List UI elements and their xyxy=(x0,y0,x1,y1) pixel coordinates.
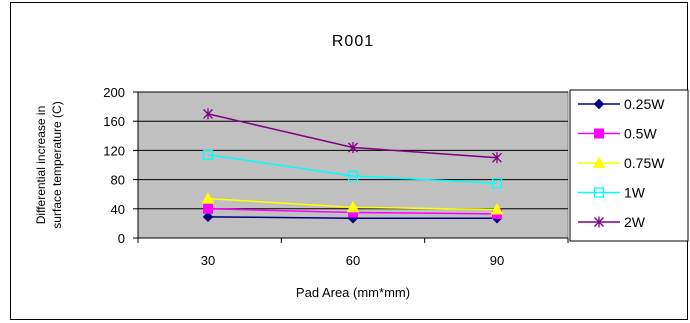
data-point xyxy=(347,170,359,182)
legend-marker xyxy=(592,156,606,168)
legend-item-0.75W: 0.75W xyxy=(578,155,665,171)
x-tick-label: 90 xyxy=(490,253,504,268)
y-tick-label: 200 xyxy=(103,85,125,100)
data-point xyxy=(348,141,358,153)
y-tick-label: 40 xyxy=(111,202,125,217)
data-point xyxy=(202,149,214,160)
data-point xyxy=(202,211,214,223)
legend-label: 0.5W xyxy=(624,126,657,142)
series-1W xyxy=(202,149,503,189)
data-point xyxy=(203,203,213,214)
legend-label: 0.25W xyxy=(624,96,665,112)
legend-item-1W: 1W xyxy=(578,185,646,201)
data-point xyxy=(491,178,503,189)
legend-item-2W: 2W xyxy=(578,214,646,230)
data-point xyxy=(203,108,213,120)
y-tick-label: 160 xyxy=(103,114,125,129)
legend-marker xyxy=(594,216,604,228)
legend-label: 0.75W xyxy=(624,155,665,171)
legend-marker xyxy=(593,98,605,110)
data-point xyxy=(490,202,504,215)
legend-label: 1W xyxy=(624,185,646,201)
series-line xyxy=(207,154,498,184)
y-axis-label-line-1: Differential increase in xyxy=(34,106,48,225)
series-layer xyxy=(201,108,504,224)
series-2W xyxy=(203,108,502,164)
legend-marker xyxy=(593,187,605,198)
series-0.75W xyxy=(201,192,504,215)
y-tick-label: 80 xyxy=(111,173,125,188)
legend xyxy=(569,89,689,242)
axes: 0 40 80 120 160 200 30 60 90 xyxy=(103,85,569,268)
x-tick-label: 60 xyxy=(346,253,360,268)
y-axis-label-line-2: surface temperature (C) xyxy=(50,101,64,228)
y-tick-label: 120 xyxy=(103,143,125,158)
data-point xyxy=(346,200,360,213)
chart-title: R001 xyxy=(332,33,374,50)
legend-marker xyxy=(594,128,604,139)
y-tick-label: 0 xyxy=(118,231,125,246)
x-axis-label: Pad Area (mm*mm) xyxy=(296,285,410,300)
data-point xyxy=(201,192,215,204)
legend-item-0.25W: 0.25W xyxy=(578,96,665,112)
data-point xyxy=(492,152,502,164)
legend-items: 0.25W 0.5W 0.75W 1W 2W xyxy=(578,96,665,230)
legend-label: 2W xyxy=(624,214,646,230)
legend-item-0.5W: 0.5W xyxy=(578,126,657,142)
x-tick-label: 30 xyxy=(201,253,215,268)
